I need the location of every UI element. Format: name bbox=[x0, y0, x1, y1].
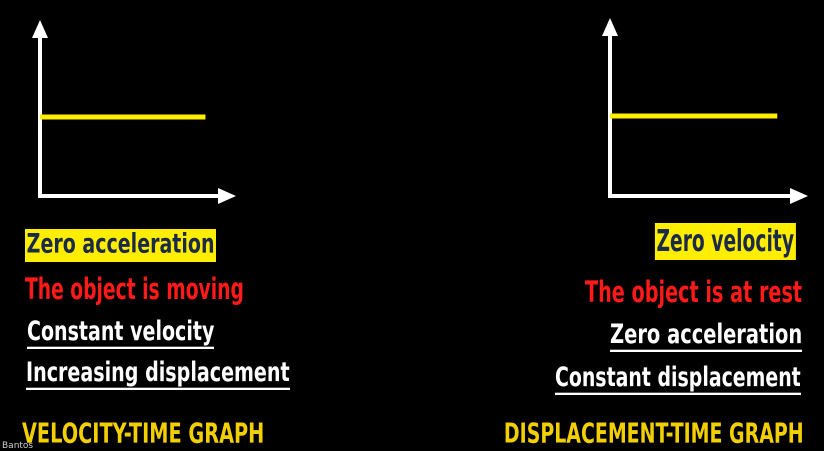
velocity-time-graph bbox=[32, 20, 236, 204]
left-graph-title: VELOCITY-TIME GRAPH bbox=[22, 416, 265, 450]
x-axis-arrowhead bbox=[218, 188, 236, 204]
y-axis-arrowhead bbox=[32, 20, 48, 38]
left-fact-increasing-displacement: Increasing displacement bbox=[26, 359, 290, 390]
y-axis-arrowhead bbox=[602, 18, 618, 36]
x-axis-arrowhead bbox=[790, 188, 808, 204]
right-fact-constant-displacement: Constant displacement bbox=[554, 364, 801, 395]
right-state-label: The object is at rest bbox=[585, 275, 803, 310]
right-graph-title: DISPLACEMENT-TIME GRAPH bbox=[503, 416, 804, 450]
displacement-time-graph bbox=[602, 18, 808, 204]
left-fact-constant-velocity: Constant velocity bbox=[27, 318, 215, 349]
corner-label: Bantos bbox=[2, 441, 34, 451]
right-highlight-label: Zero velocity bbox=[654, 223, 796, 260]
left-highlight-label: Zero acceleration bbox=[25, 229, 217, 262]
right-fact-zero-acceleration: Zero acceleration bbox=[610, 321, 803, 352]
left-state-label: The object is moving bbox=[25, 272, 244, 307]
